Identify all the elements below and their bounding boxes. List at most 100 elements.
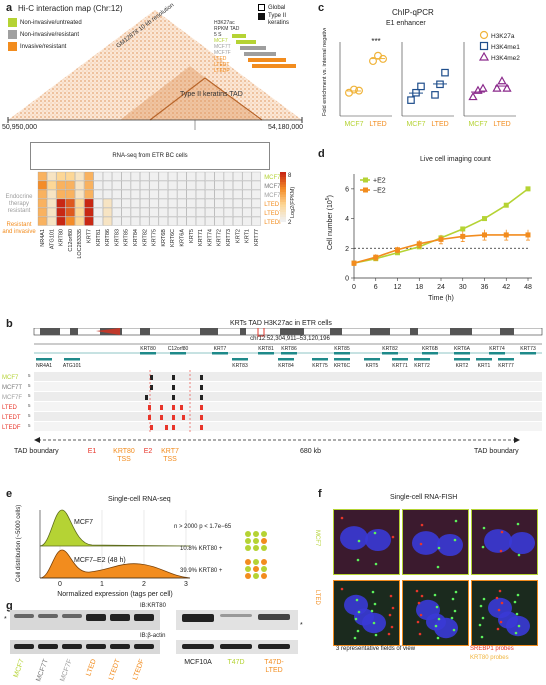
- heat-cell: [75, 180, 85, 190]
- legend-keratins: Type II keratins: [268, 13, 290, 26]
- chip-legend-label: H3K27a: [491, 33, 515, 40]
- enhancer-mark: KRT7: [161, 448, 179, 455]
- live-point: [438, 236, 444, 242]
- heat-cell: [140, 198, 150, 208]
- fish-probe-dot: [355, 598, 359, 602]
- browser-track-bg: [34, 422, 542, 431]
- gene-label-bottom: ATG101: [63, 363, 81, 369]
- fish-probe-dot: [436, 565, 440, 569]
- scale-step: [280, 192, 286, 195]
- fish-probe-dot: [480, 635, 484, 639]
- heat-gene-label: KRT72: [217, 229, 223, 246]
- heat-cell: [251, 189, 261, 199]
- hic-map: GM12878 10 kb resolution Type II keratin…: [7, 2, 303, 130]
- hic-track-bars: [232, 34, 296, 68]
- fish-image: [333, 580, 400, 646]
- ib-actin: IB:β-actin: [140, 633, 166, 639]
- peak: [200, 405, 203, 410]
- enhancer-mark: TSS: [117, 456, 131, 463]
- scale-step: [280, 202, 286, 205]
- heat-cell: [177, 171, 187, 181]
- live-ytick-label: 4: [345, 216, 349, 223]
- genome-browser: chr12:52,304,911–53,120,196 KRT80 C12orf80…: [2, 328, 543, 463]
- fish-nucleus: [365, 528, 391, 552]
- coord-left: 50,950,000: [2, 124, 38, 131]
- live-ytick-label: 0: [345, 276, 349, 283]
- heat-cell: [102, 171, 113, 181]
- gene-label-top: KRT73: [520, 346, 536, 352]
- live-point: [503, 232, 509, 238]
- heat-gene-label: KRT2: [235, 229, 241, 243]
- chip-legend-label: H3K4me2: [491, 55, 520, 62]
- enhancer-mark: E1: [88, 448, 97, 455]
- heat-cell: [56, 189, 66, 199]
- heat-gene-label: KRT83: [114, 229, 120, 246]
- heat-cell: [242, 180, 252, 190]
- track-label: LTED: [214, 56, 227, 62]
- heat-cell: [251, 198, 261, 208]
- blot-band-actin: [86, 644, 106, 649]
- live-y-label: Cell number (105): [325, 195, 334, 250]
- chip-x-label: LTED: [369, 121, 386, 128]
- peak: [165, 425, 168, 430]
- live-point: [395, 247, 400, 253]
- blot-lane-label-right: LTED: [265, 667, 282, 674]
- gene-label-bottom: KRT77: [498, 363, 514, 369]
- track-label: LTEDT: [214, 62, 230, 68]
- fish-probe-dot: [453, 538, 457, 542]
- cell-dot: [253, 531, 259, 537]
- gene-body: [476, 358, 492, 361]
- enhancer-mark: E2: [144, 448, 153, 455]
- centromere: [96, 328, 120, 335]
- heat-cell: [214, 198, 224, 208]
- rnaseq-box: RNA-seq from ETR BC cells: [30, 142, 270, 170]
- live-legend-label: −E2: [373, 188, 386, 195]
- heat-cell: [158, 198, 168, 208]
- heat-cell: [102, 189, 113, 199]
- heat-cell: [65, 171, 75, 181]
- heat-cell: [93, 198, 103, 208]
- chip-x-label: MCF7: [468, 121, 487, 128]
- heat-cell: [214, 171, 224, 181]
- panel-e-letter: e: [6, 488, 13, 500]
- blot-band-krt80: [258, 614, 290, 620]
- blot-band-actin: [62, 644, 82, 649]
- heat-cell: [223, 189, 233, 199]
- cell-dot: [261, 531, 267, 537]
- heat-cell: [140, 171, 150, 181]
- track-label: MCF7: [214, 38, 228, 44]
- fish-probe-dot: [390, 625, 394, 629]
- heat-cell: [121, 207, 131, 217]
- heat-cell: [168, 171, 178, 181]
- heat-cell: [93, 180, 103, 190]
- heat-gene-label: KRT86: [105, 229, 111, 246]
- hic-tad-region: [120, 66, 260, 120]
- gene-body: [36, 358, 52, 361]
- chip-x-label: LTED: [431, 121, 448, 128]
- live-y-label-end: ): [327, 195, 334, 197]
- live-xtick-label: 42: [502, 284, 510, 291]
- gene-body: [312, 358, 328, 361]
- scale-step: [280, 209, 286, 213]
- cell-dot: [253, 545, 259, 551]
- blot-band-actin: [258, 644, 290, 649]
- heat-cell: [205, 189, 215, 199]
- heat-cell: [37, 198, 47, 208]
- live-point: [482, 232, 487, 238]
- heat-cell: [140, 216, 150, 226]
- legend-label: Invasive/resistant: [20, 43, 67, 50]
- fish-probe-dot: [419, 542, 423, 546]
- heat-cell: [251, 216, 261, 226]
- tad-span: 680 kb: [300, 448, 321, 455]
- legend-label: Non-invasive/untreated: [20, 19, 82, 26]
- gene-label-bottom: KRT71: [392, 363, 408, 369]
- heat-cell: [93, 216, 103, 226]
- cell-dot: [245, 538, 251, 544]
- heat-cell: [233, 216, 243, 226]
- heat-cell: [205, 171, 215, 181]
- gene-body: [392, 358, 408, 361]
- cell-dot-icon: [245, 531, 267, 579]
- heat-cell: [56, 180, 66, 190]
- heat-cell: [214, 207, 224, 217]
- heat-cell: [56, 216, 66, 226]
